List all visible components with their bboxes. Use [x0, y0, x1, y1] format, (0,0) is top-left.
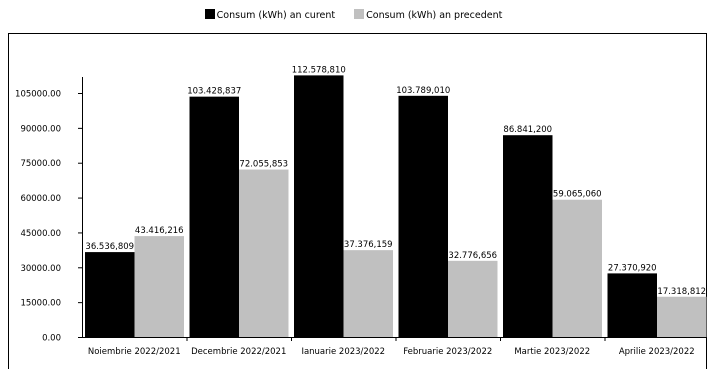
bar-previous [552, 199, 602, 337]
y-tick-label: 75000.00 [20, 159, 61, 169]
bar-current [189, 96, 239, 337]
bar-previous [343, 250, 393, 337]
bar-previous [134, 236, 184, 337]
data-label-current: 103.789,010 [396, 86, 450, 96]
legend-label-current: Consum (kWh) an curent [216, 10, 336, 21]
bar-current [503, 135, 553, 337]
data-label-previous: 72.055,853 [239, 160, 288, 170]
legend-swatch-current [204, 9, 215, 19]
data-label-previous: 37.376,159 [344, 240, 393, 250]
legend-label-previous: Consum (kWh) an precedent [366, 10, 503, 21]
data-label-current: 103.428,837 [187, 87, 241, 97]
y-tick-label: 60000.00 [20, 194, 61, 204]
data-label-previous: 59.065,060 [553, 190, 602, 200]
y-tick-label: 0.00 [42, 334, 61, 344]
x-tick-label: Noiembrie 2022/2021 [88, 347, 181, 357]
x-tick-label: Ianuarie 2023/2022 [301, 347, 385, 357]
y-tick-label: 90000.00 [20, 124, 61, 134]
x-tick-label: Aprilie 2023/2022 [619, 347, 695, 357]
legend-swatch-previous [354, 9, 365, 19]
data-label-current: 86.841,200 [503, 125, 552, 135]
bar-previous [239, 169, 289, 337]
x-tick-label: Decembrie 2022/2021 [191, 347, 286, 357]
bar-previous [657, 296, 707, 337]
bar-current [85, 252, 135, 337]
data-label-current: 27.370,920 [608, 263, 657, 273]
y-tick-label: 45000.00 [20, 229, 61, 239]
bar-current [294, 75, 344, 337]
y-tick-label: 15000.00 [20, 299, 61, 309]
legend-item-previous: Consum (kWh) an precedent [354, 9, 502, 21]
data-label-current: 112.578,810 [292, 65, 346, 75]
data-label-previous: 43.416,216 [135, 226, 184, 236]
bar-previous [448, 260, 498, 337]
data-label-previous: 32.776,656 [448, 251, 497, 261]
x-tick-label: Februarie 2023/2022 [403, 347, 492, 357]
legend-item-current: Consum (kWh) an curent [204, 9, 336, 21]
y-tick-label: 30000.00 [20, 264, 61, 274]
data-label-current: 36.536,809 [85, 242, 134, 252]
y-tick-label: 105000.00 [15, 90, 61, 100]
bar-current [398, 95, 448, 337]
x-tick-label: Martie 2023/2022 [514, 347, 590, 357]
bar-current [607, 273, 657, 337]
chart-legend: Consum (kWh) an curent Consum (kWh) an p… [0, 9, 707, 21]
data-label-previous: 17.318,812 [657, 287, 706, 297]
